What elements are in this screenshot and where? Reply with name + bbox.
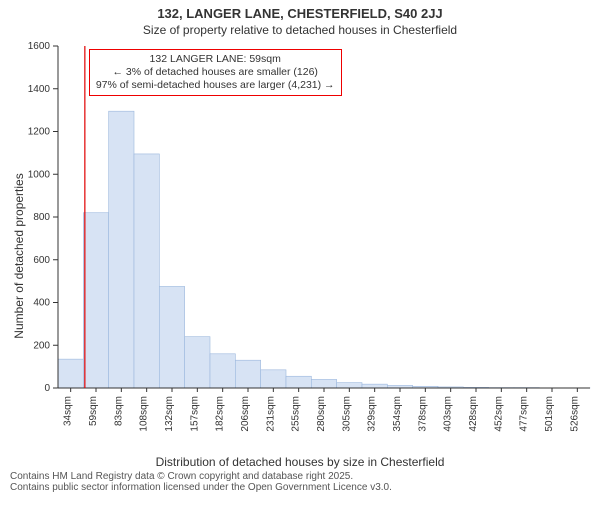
svg-text:0: 0 [44, 383, 50, 394]
svg-text:132sqm: 132sqm [164, 396, 175, 432]
svg-text:329sqm: 329sqm [367, 396, 378, 432]
callout-line1: 132 LANGER LANE: 59sqm [96, 53, 335, 66]
svg-text:428sqm: 428sqm [468, 396, 479, 432]
svg-text:34sqm: 34sqm [63, 396, 74, 426]
svg-text:1600: 1600 [28, 41, 51, 52]
footer-text: Contains HM Land Registry data © Crown c… [0, 469, 600, 499]
chart-subtitle: Size of property relative to detached ho… [0, 23, 600, 37]
y-axis-label: Number of detached properties [12, 173, 26, 338]
svg-text:182sqm: 182sqm [215, 396, 226, 432]
svg-text:83sqm: 83sqm [113, 396, 124, 426]
svg-text:157sqm: 157sqm [189, 396, 200, 432]
svg-text:255sqm: 255sqm [291, 396, 302, 432]
svg-text:200: 200 [33, 340, 50, 351]
svg-text:206sqm: 206sqm [240, 396, 251, 432]
x-axis-label: Distribution of detached houses by size … [0, 455, 600, 469]
svg-text:108sqm: 108sqm [139, 396, 150, 432]
callout-line2: ← 3% of detached houses are smaller (126… [96, 66, 335, 79]
svg-text:1400: 1400 [28, 84, 51, 95]
callout-box: 132 LANGER LANE: 59sqm ← 3% of detached … [89, 49, 342, 96]
chart-container: 132, LANGER LANE, CHESTERFIELD, S40 2JJ … [0, 6, 600, 506]
svg-text:400: 400 [33, 298, 50, 309]
svg-text:800: 800 [33, 212, 50, 223]
footer-line2: Contains public sector information licen… [10, 482, 590, 493]
svg-text:1200: 1200 [28, 127, 51, 138]
svg-text:501sqm: 501sqm [544, 396, 555, 432]
svg-text:403sqm: 403sqm [443, 396, 454, 432]
svg-text:452sqm: 452sqm [493, 396, 504, 432]
svg-text:354sqm: 354sqm [392, 396, 403, 432]
histogram-chart: 0 200 400 600 800 1000 1200 1400 1600 34sqm 59sqm 8… [0, 41, 600, 453]
callout-line3: 97% of semi-detached houses are larger (… [96, 79, 335, 92]
svg-text:600: 600 [33, 255, 50, 266]
svg-text:378sqm: 378sqm [417, 396, 428, 432]
svg-text:526sqm: 526sqm [569, 396, 580, 432]
svg-text:477sqm: 477sqm [519, 396, 530, 432]
svg-text:305sqm: 305sqm [341, 396, 352, 432]
chart-title: 132, LANGER LANE, CHESTERFIELD, S40 2JJ [0, 6, 600, 21]
svg-text:280sqm: 280sqm [316, 396, 327, 432]
svg-text:59sqm: 59sqm [88, 396, 99, 426]
footer-line1: Contains HM Land Registry data © Crown c… [10, 471, 590, 482]
svg-text:1000: 1000 [28, 169, 51, 180]
svg-text:231sqm: 231sqm [265, 396, 276, 432]
